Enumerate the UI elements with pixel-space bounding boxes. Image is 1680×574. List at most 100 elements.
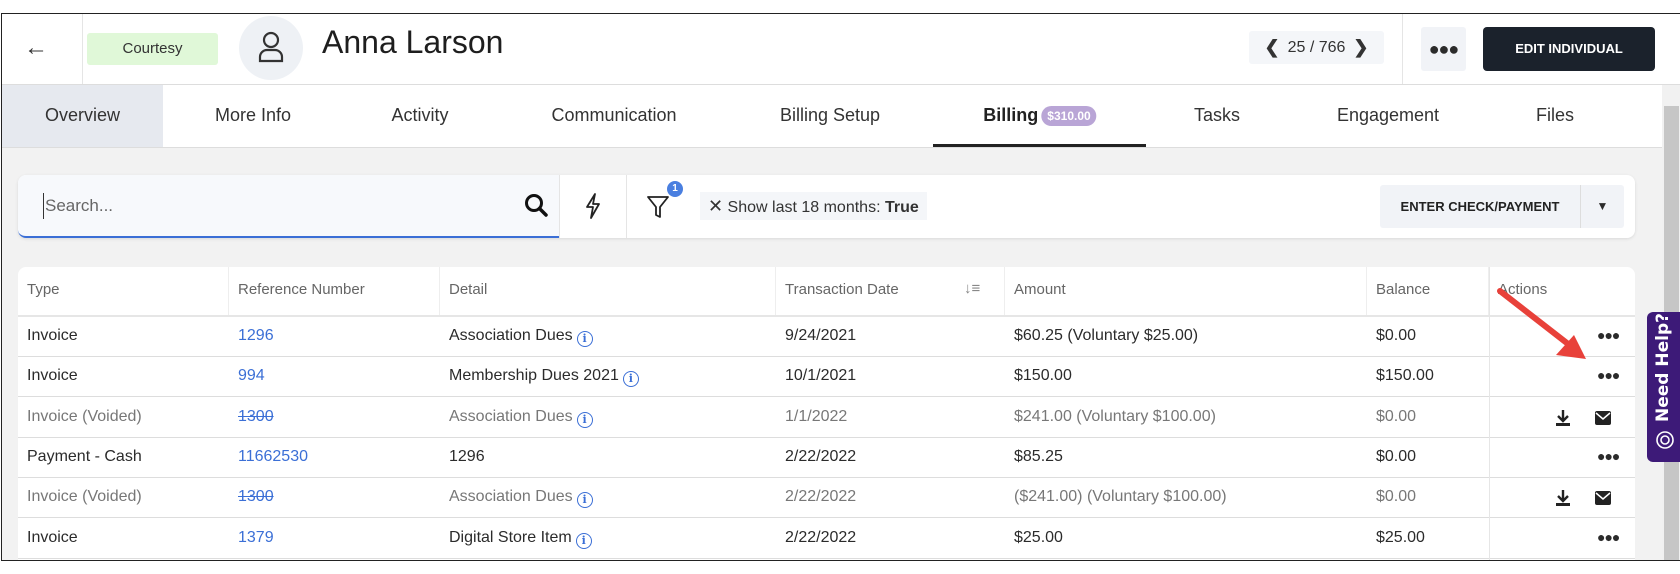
email-icon[interactable] — [1595, 491, 1611, 510]
amount-text: ($241.00) (Voluntary $100.00) — [1014, 488, 1227, 506]
chevron-left-icon[interactable]: ❮ — [1264, 37, 1280, 57]
type-text: Invoice (Voided) — [27, 488, 142, 506]
amount-text-cell: $60.25 (Voluntary $25.00) — [1005, 317, 1198, 356]
sort-icon[interactable]: ↓≡ — [964, 280, 981, 297]
reference-link[interactable]: 994 — [238, 367, 265, 385]
column-header-detail[interactable]: Detail — [440, 267, 776, 316]
row-actions-icon[interactable]: ●●● — [1597, 327, 1620, 343]
amount-text-cell: $25.00 — [1005, 519, 1063, 558]
divider — [626, 175, 627, 238]
balance-text-cell: $25.00 — [1367, 519, 1425, 558]
column-header-type[interactable]: Type — [18, 267, 229, 316]
info-icon[interactable]: i — [576, 331, 593, 347]
reference-link[interactable]: 1296 — [238, 327, 274, 344]
search-box — [18, 175, 559, 238]
download-icon[interactable] — [1555, 489, 1571, 512]
search-input[interactable] — [43, 193, 483, 219]
email-icon[interactable] — [1595, 410, 1611, 430]
record-header: ← Courtesy Anna Larson ❮ 25 / 766 ❯ ●●● … — [2, 14, 1680, 85]
need-help-button[interactable]: Need Help? — [1647, 312, 1680, 462]
tab-engagement[interactable]: Engagement — [1336, 105, 1440, 125]
balance-text: $0.00 — [1376, 488, 1417, 506]
tab-overview[interactable]: Overview — [2, 85, 163, 147]
balance-text: $0.00 — [1376, 407, 1417, 425]
detail-text: Association Dues — [449, 327, 573, 344]
detail-text-cell: Association Dues i — [440, 317, 593, 356]
filter-icon[interactable] — [646, 194, 670, 220]
edit-individual-button[interactable]: EDIT INDIVIDUAL — [1483, 27, 1655, 71]
column-header-actions[interactable]: Actions — [1498, 281, 1548, 298]
tab-more-info[interactable]: More Info — [214, 105, 292, 125]
column-header-balance[interactable]: Balance — [1367, 267, 1489, 316]
type-text: Invoice (Voided) — [27, 407, 142, 425]
info-icon[interactable]: i — [576, 492, 593, 509]
balance-badge: $310.00 — [1041, 106, 1097, 127]
tab-tasks[interactable]: Tasks — [1193, 105, 1241, 125]
column-header-reference-number[interactable]: Reference Number — [229, 267, 440, 316]
tab-billing[interactable]: Billing $310.00 — [983, 85, 1097, 147]
reference-link[interactable]: 1300 — [238, 407, 274, 425]
detail-text: Association Dues — [449, 488, 573, 506]
lightning-icon[interactable] — [583, 192, 603, 220]
balance-text-cell: $150.00 — [1367, 357, 1434, 396]
avatar — [239, 16, 303, 80]
balance-text-cell: $0.00 — [1367, 398, 1416, 437]
transaction-date-cell: 10/1/2021 — [776, 357, 856, 396]
row-actions-icon[interactable]: ●●● — [1597, 367, 1620, 384]
app-frame: ← Courtesy Anna Larson ❮ 25 / 766 ❯ ●●● … — [1, 13, 1680, 561]
annotation-arrow — [1497, 288, 1586, 359]
detail-text: Association Dues — [449, 407, 573, 425]
type-text: Invoice — [27, 327, 78, 344]
table-row: Invoice 1296 Association Dues i 9/24/2021 $60… — [18, 317, 1635, 357]
filter-chip[interactable]: ✕ Show last 18 months: True — [700, 192, 927, 220]
row-actions-icon[interactable]: ●●● — [1597, 447, 1620, 464]
tab-label: Billing — [983, 105, 1039, 125]
balance-text-cell: $0.00 — [1367, 438, 1416, 477]
tab-billing-setup[interactable]: Billing Setup — [779, 105, 881, 125]
type-text: Invoice — [27, 528, 78, 546]
enter-check-payment-button[interactable]: ENTER CHECK/PAYMENT — [1380, 185, 1580, 228]
row-actions-icon[interactable]: ●●● — [1597, 528, 1620, 545]
transaction-date: 10/1/2021 — [785, 367, 857, 385]
back-button[interactable]: ← — [24, 34, 48, 61]
more-options-button[interactable]: ●●● — [1421, 27, 1466, 71]
close-icon[interactable]: ✕ — [708, 196, 724, 216]
divider — [82, 14, 83, 84]
reference-link-cell: 11662530 — [229, 438, 308, 477]
transactions-table: Type Reference Number Detail Transaction Da… — [18, 267, 1635, 560]
reference-link[interactable]: 1379 — [238, 528, 274, 546]
column-header-amount[interactable]: Amount — [1005, 267, 1367, 316]
detail-text: Membership Dues 2021 — [449, 367, 619, 385]
info-icon[interactable]: i — [622, 371, 639, 388]
tab-bar: Overview More Info Activity Communicatio… — [2, 85, 1662, 148]
filter-chip-value: True — [884, 199, 919, 216]
tab-communication[interactable]: Communication — [551, 105, 677, 125]
reference-link[interactable]: 1300 — [238, 488, 274, 506]
type-text-cell: Invoice (Voided) — [18, 398, 142, 437]
transaction-date: 9/24/2021 — [785, 327, 857, 344]
page-title: Anna Larson — [322, 24, 504, 60]
pager-text: 25 / 766 — [1287, 38, 1346, 56]
reference-link-cell: 994 — [229, 357, 265, 396]
type-text-cell: Invoice — [18, 357, 78, 396]
info-icon[interactable]: i — [575, 532, 592, 549]
caret-down-icon[interactable]: ▼ — [1580, 185, 1624, 228]
download-icon[interactable] — [1555, 409, 1571, 432]
member-type-badge: Courtesy — [87, 33, 218, 65]
balance-text: $0.00 — [1376, 327, 1417, 344]
need-help-label: Need Help? — [1653, 313, 1673, 422]
reference-link-cell: 1300 — [229, 478, 274, 517]
chevron-right-icon[interactable]: ❯ — [1353, 37, 1369, 57]
info-icon[interactable]: i — [576, 411, 593, 428]
detail-text-cell: Membership Dues 2021 i — [440, 357, 639, 396]
tab-files[interactable]: Files — [1535, 105, 1575, 125]
divider — [1402, 14, 1403, 84]
type-text-cell: Invoice — [18, 519, 78, 558]
tab-activity[interactable]: Activity — [391, 105, 449, 125]
column-header-transaction-date[interactable]: Transaction Date — [776, 267, 1005, 316]
amount-text: $150.00 — [1014, 367, 1072, 385]
search-icon[interactable] — [523, 192, 549, 218]
billing-toolbar: 1 ✕ Show last 18 months: True ENTER CHEC… — [18, 175, 1635, 238]
reference-link[interactable]: 11662530 — [238, 447, 308, 465]
user-icon — [258, 31, 284, 63]
